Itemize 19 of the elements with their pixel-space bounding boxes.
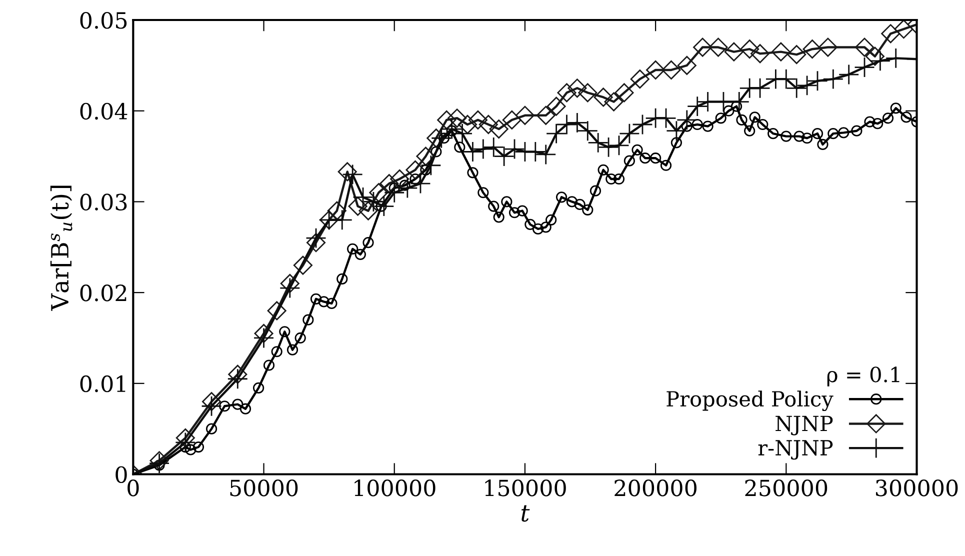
y-axis-title: Var[B$^{s}$$_{u}$(t)] [50, 186, 72, 311]
legend-label: r-NJNP [758, 440, 833, 460]
y-tick-label: 0.02 [80, 284, 126, 302]
x-tick-label: 150000 [485, 480, 566, 496]
y-tick-label: 0.04 [80, 102, 128, 120]
y-tick-label: 0 [116, 466, 127, 484]
legend-title: ρ = 0.1 [827, 366, 900, 386]
x-tick-label: 250000 [745, 480, 828, 496]
legend-label: NJNP [776, 416, 833, 436]
y-tick-label: 0.03 [80, 194, 127, 210]
legend-label: Proposed Policy [666, 390, 834, 412]
x-tick-label: 200000 [614, 480, 696, 496]
x-tick-label: 0 [128, 480, 139, 496]
y-tick-label: 0.01 [80, 375, 126, 392]
x-tick-label: 100000 [354, 480, 436, 496]
y-tick-label: 0.05 [80, 12, 127, 29]
x-tick-label: 300000 [876, 480, 958, 496]
x-axis-title: t [522, 505, 530, 522]
x-tick-label: 50000 [230, 480, 298, 496]
